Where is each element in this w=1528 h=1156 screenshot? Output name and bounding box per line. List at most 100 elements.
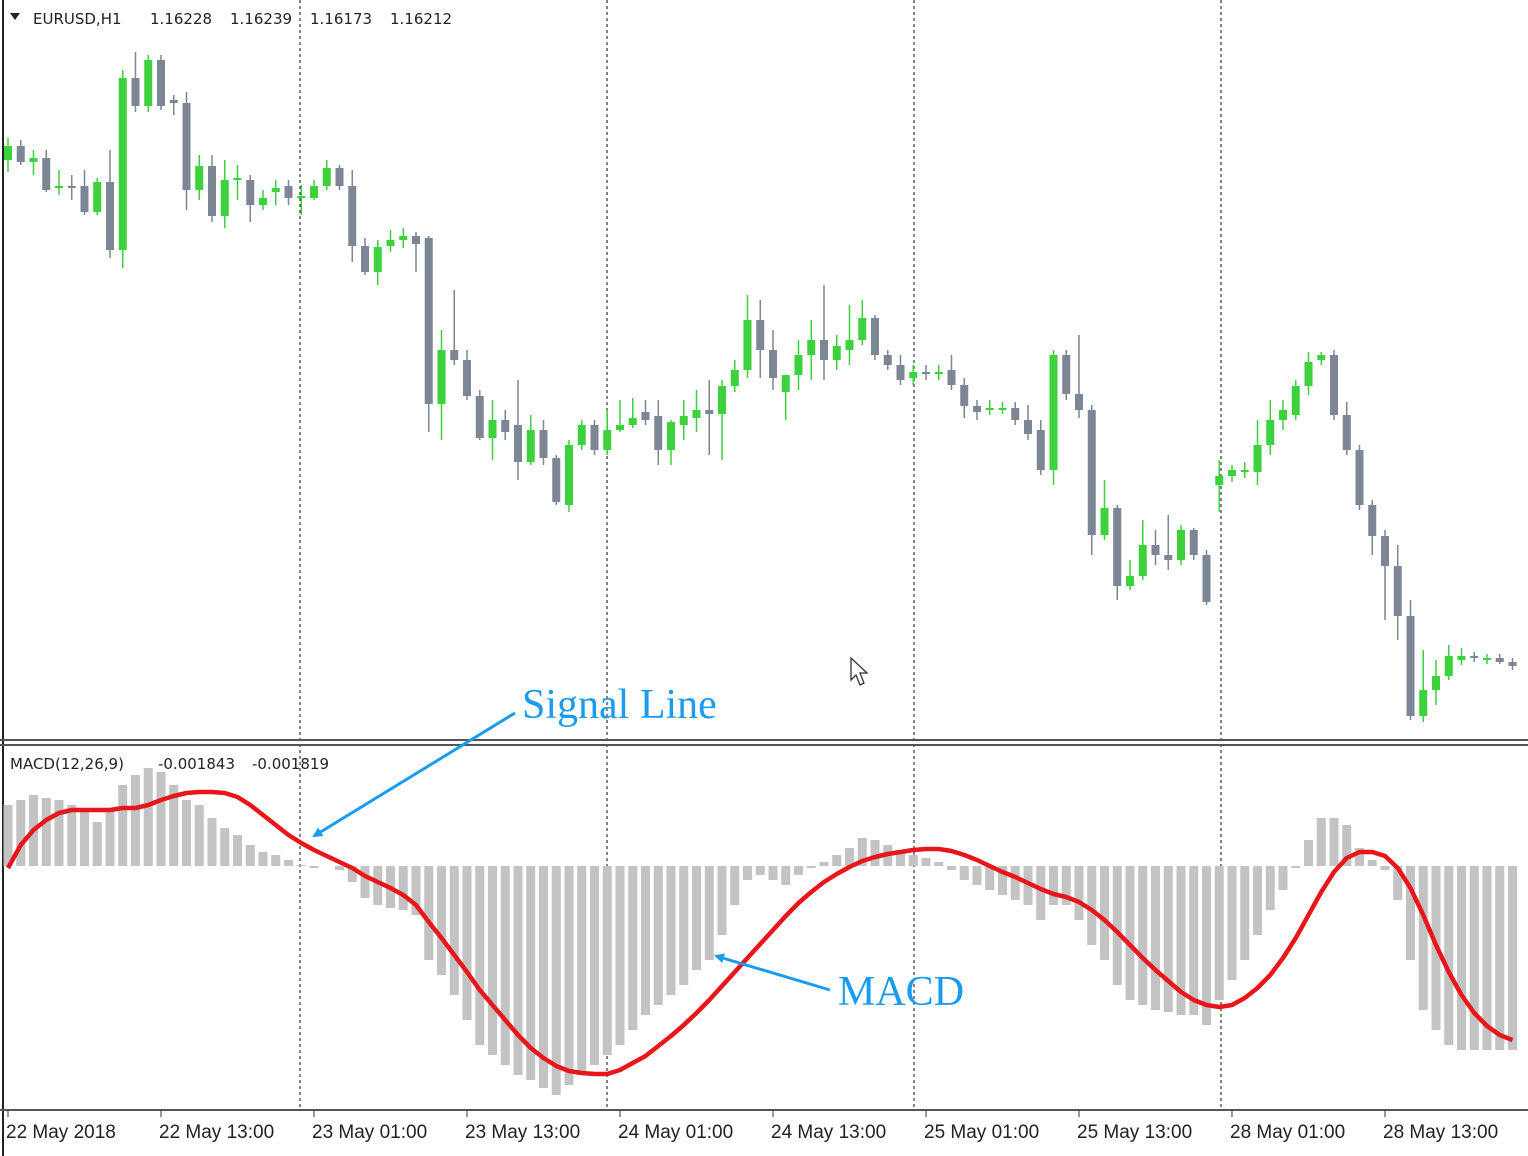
candle-body — [794, 355, 803, 375]
histogram-bar — [1100, 866, 1109, 960]
histogram-bar — [653, 866, 663, 1005]
histogram-bar — [908, 855, 918, 866]
candle-body — [1087, 410, 1096, 535]
candle-body — [1177, 530, 1185, 560]
candle-body — [1113, 508, 1122, 586]
candle-body — [1406, 616, 1415, 716]
candle-body — [514, 425, 522, 462]
histogram-bar — [284, 860, 293, 866]
histogram-bar — [1508, 866, 1517, 1050]
candle-body — [373, 247, 382, 272]
candle-body — [1215, 476, 1224, 485]
candle-body — [1470, 656, 1479, 658]
histogram-bar — [233, 835, 242, 866]
candle-body — [412, 236, 420, 244]
histogram-bar — [1355, 848, 1364, 866]
candle-body — [169, 100, 178, 103]
histogram-bar — [1316, 818, 1326, 866]
histogram-bar — [245, 845, 255, 866]
histogram-bar — [1469, 866, 1479, 1050]
histogram-bar — [1049, 866, 1058, 905]
histogram-bar — [1278, 866, 1288, 890]
candle-body — [718, 386, 726, 414]
histogram-bar — [832, 855, 842, 866]
candle-body — [577, 425, 586, 445]
histogram-bar — [194, 805, 204, 866]
histogram-bar — [743, 866, 752, 880]
candle-body — [118, 78, 127, 250]
candle-body — [386, 240, 395, 246]
candle-body — [934, 372, 943, 374]
histogram-bar — [3, 805, 13, 866]
low-price: 1.16173 — [310, 10, 372, 28]
histogram-bar — [896, 850, 905, 866]
histogram-bar — [1151, 866, 1160, 1010]
annotation: Signal Line — [522, 682, 717, 728]
candle-body — [628, 418, 637, 425]
histogram-bar — [934, 862, 944, 866]
histogram-bar — [156, 772, 166, 866]
histogram-bar — [1291, 866, 1301, 868]
histogram-bar — [985, 866, 995, 890]
candle-body — [832, 346, 841, 360]
candle-body — [526, 430, 535, 462]
candle-body — [973, 406, 981, 412]
histogram-bar — [921, 858, 931, 866]
histogram-bar — [870, 840, 880, 866]
histogram-bar — [1176, 866, 1186, 1015]
histogram-bar — [806, 866, 816, 868]
time-label: 23 May 01:00 — [312, 1122, 427, 1143]
time-label: 25 May 13:00 — [1077, 1122, 1192, 1143]
histogram-bar — [54, 800, 64, 866]
candle-body — [1457, 656, 1466, 660]
candle-body — [1024, 420, 1032, 434]
annotation-arrow — [714, 953, 831, 992]
candle-body — [488, 420, 497, 438]
candle-body — [1049, 355, 1058, 470]
candle-body — [80, 186, 89, 212]
candle-body — [1419, 690, 1428, 716]
histogram-bar — [577, 866, 587, 1075]
histogram-bar — [590, 866, 599, 1065]
histogram-bar — [1074, 866, 1084, 920]
open-price: 1.16228 — [150, 10, 212, 28]
histogram-bar — [564, 866, 574, 1085]
histogram-bar — [373, 866, 383, 905]
time-label: 22 May 2018 — [6, 1122, 116, 1143]
candle-body — [322, 168, 331, 186]
histogram-bar — [539, 866, 548, 1088]
candle-body — [1062, 355, 1071, 394]
candle-body — [603, 430, 612, 450]
annotation: MACD — [838, 969, 964, 1015]
histogram-bar — [309, 866, 319, 868]
histogram-bar — [488, 866, 497, 1055]
candle-body — [1291, 386, 1300, 415]
histogram-bar — [411, 866, 421, 915]
mouse-cursor — [850, 656, 869, 686]
histogram-bar — [692, 866, 701, 970]
candle-body — [1495, 658, 1504, 662]
histogram-bar — [80, 810, 89, 866]
histogram-bar — [794, 866, 803, 875]
histogram-bar — [462, 866, 472, 1020]
macd-title: MACD(12,26,9) — [10, 755, 124, 773]
histogram-bar — [1061, 866, 1071, 905]
candle-body — [284, 186, 293, 198]
histogram-bar — [959, 866, 969, 880]
candle-body — [743, 320, 752, 370]
candle-body — [871, 318, 879, 355]
histogram-bar — [1265, 866, 1275, 910]
histogram-bar — [666, 866, 676, 995]
candle-body — [1368, 505, 1377, 536]
histogram-bar — [258, 852, 268, 866]
histogram-bar — [1457, 866, 1466, 1050]
candle-body — [1075, 394, 1083, 410]
candle-body — [1330, 355, 1338, 415]
candle-body — [909, 372, 918, 378]
close-price: 1.16212 — [390, 10, 452, 28]
histogram-bar — [1406, 866, 1415, 960]
histogram-bar — [41, 798, 51, 866]
candle-body — [1126, 576, 1134, 586]
symbol-title: EURUSD,H1 — [33, 10, 122, 28]
